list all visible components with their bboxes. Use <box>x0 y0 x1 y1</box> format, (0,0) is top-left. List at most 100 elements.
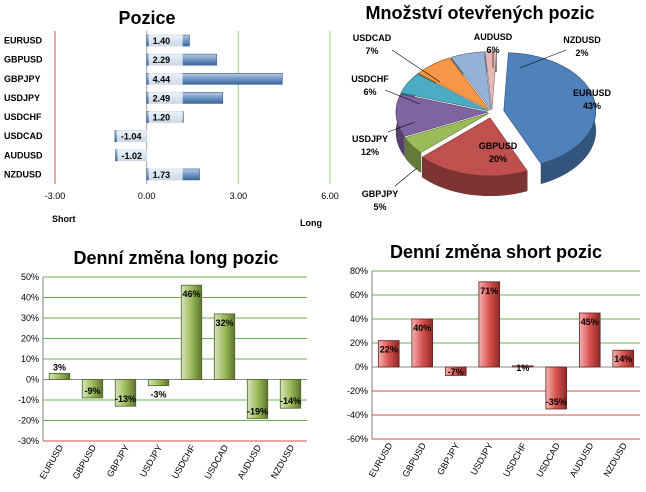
category-label: USDJPY <box>469 441 495 477</box>
change-value-label: 32% <box>215 318 233 328</box>
pie-chart-title: Množství otevřených pozic <box>365 3 594 23</box>
pie-slice <box>417 57 490 111</box>
long-change-chart: Denní změna long pozic -30% -20% -10% 0% 10%… <box>18 248 307 481</box>
value-label: 2.49 <box>153 93 171 103</box>
pie-label-value: 43% <box>583 101 601 111</box>
long-change-title: Denní změna long pozic <box>73 248 278 268</box>
y-tick-label: 0% <box>355 362 368 372</box>
x-tick-label: 6.00 <box>321 191 339 201</box>
y-tick-label: 40% <box>21 293 39 303</box>
change-bar <box>478 281 501 368</box>
position-bar <box>146 92 224 104</box>
change-bar <box>48 372 71 380</box>
pie-label-name: USDCHF <box>351 74 389 84</box>
y-tick-label: 20% <box>350 338 368 348</box>
change-bar <box>81 379 104 399</box>
pie-leader-line <box>394 167 418 187</box>
long-change-gridlines: -30% -20% -10% 0% 10% 20% 30% 40% 50% <box>18 272 307 446</box>
value-label: 1.40 <box>153 36 171 46</box>
category-label: USDJPY <box>138 443 164 479</box>
change-value-label: 71% <box>480 286 498 296</box>
category-label: NZDUSD <box>269 443 297 481</box>
category-label: EURUSD <box>4 36 43 46</box>
short-change-chart: Denní změna short pozic -60% -40% -20% 0% 20… <box>347 242 640 479</box>
value-label-box <box>148 53 183 66</box>
pie-label-name: NZDUSD <box>563 35 601 45</box>
change-bar <box>246 379 269 419</box>
y-tick-label: -20% <box>347 386 368 396</box>
value-label-box <box>116 130 151 143</box>
change-value-label: 3% <box>53 362 66 372</box>
pie-label-name: GBPJPY <box>362 189 399 199</box>
category-label: EURUSD <box>38 443 66 481</box>
category-label: USDCHF <box>170 443 198 481</box>
pie-slice <box>404 113 489 153</box>
category-label: GBPJPY <box>105 443 131 479</box>
category-label: NZDUSD <box>602 441 630 479</box>
long-change-bars <box>48 284 302 419</box>
change-value-label: -9% <box>84 386 100 396</box>
category-label: GBPJPY <box>4 74 41 84</box>
change-bar <box>612 349 635 368</box>
short-change-title: Denní změna short pozic <box>390 242 602 262</box>
change-bar <box>279 379 302 409</box>
value-label-box <box>148 91 183 104</box>
pie-label-value: 20% <box>489 154 507 164</box>
category-label: USDJPY <box>4 93 40 103</box>
change-value-label: 46% <box>182 289 200 299</box>
change-value-label: -3% <box>150 390 166 400</box>
y-tick-label: 80% <box>350 266 368 276</box>
pie-slice <box>421 117 528 177</box>
value-label-box <box>148 72 183 85</box>
open-positions-pie: Množství otevřených pozic EURUSD 43% GBPUS… <box>351 3 611 212</box>
value-label-box <box>148 111 183 124</box>
value-label: 4.44 <box>153 74 171 84</box>
positions-chart: Pozice 1.40 2.29 4.44 2.49 1.20 -1.04 -1.02 1.7… <box>4 8 339 228</box>
category-label: USDCAD <box>203 443 231 481</box>
change-value-label: -7% <box>448 367 464 377</box>
pie-label-name: AUDUSD <box>474 32 513 42</box>
pie-slice <box>450 51 492 111</box>
y-tick-label: 60% <box>350 290 368 300</box>
category-label: AUDUSD <box>4 150 43 160</box>
x-tick-label: 3.00 <box>230 191 248 201</box>
pie-label-name: USDCAD <box>353 33 392 43</box>
long-label: Long <box>300 218 322 228</box>
y-tick-label: -10% <box>18 395 39 405</box>
positions-bars: 1.40 2.29 4.44 2.49 1.20 -1.04 -1.02 1.73 <box>114 34 283 181</box>
change-bar <box>444 366 467 376</box>
category-label: EURUSD <box>367 441 395 479</box>
y-tick-label: 50% <box>21 272 39 282</box>
change-bar <box>147 379 170 387</box>
change-bar <box>578 312 601 368</box>
pie-leader-line <box>519 49 567 69</box>
value-label: -1.02 <box>122 151 143 161</box>
change-bar <box>511 365 534 368</box>
pie-label-value: 6% <box>486 45 499 55</box>
category-label: AUDUSD <box>236 443 264 481</box>
change-value-label: 40% <box>413 323 431 333</box>
value-label: 1.73 <box>153 170 171 180</box>
y-tick-label: 10% <box>21 354 39 364</box>
positions-x-tick-labels: -3.00 0.00 3.00 6.00 <box>45 191 339 201</box>
change-value-label: 14% <box>614 354 632 364</box>
pie-label-name: GBPUSD <box>479 141 518 151</box>
value-label: -1.04 <box>121 132 142 142</box>
change-bar <box>411 318 434 368</box>
change-value-label: -13% <box>115 394 136 404</box>
change-value-label: -35% <box>546 397 567 407</box>
position-bar <box>146 73 283 85</box>
category-label: NZDUSD <box>4 169 42 179</box>
change-value-label: 22% <box>380 345 398 355</box>
pie-label-value: 2% <box>575 48 588 58</box>
value-label: 2.29 <box>153 55 171 65</box>
y-tick-label: 0% <box>26 375 39 385</box>
pie-slices <box>395 51 597 197</box>
value-label-box <box>148 34 183 47</box>
change-bar <box>545 366 568 410</box>
category-label: USDCHF <box>501 441 529 479</box>
category-label: USDCAD <box>4 131 43 141</box>
pie-label-value: 12% <box>361 147 379 157</box>
short-label: Short <box>52 214 76 224</box>
